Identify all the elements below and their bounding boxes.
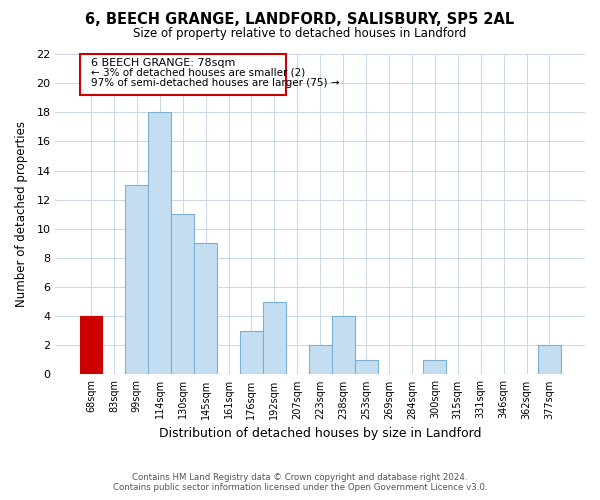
Bar [263,302,286,374]
Bar [148,112,171,374]
Bar [80,316,103,374]
FancyBboxPatch shape [80,54,286,95]
Bar [355,360,377,374]
Text: 6 BEECH GRANGE: 78sqm: 6 BEECH GRANGE: 78sqm [91,58,235,68]
Text: Size of property relative to detached houses in Landford: Size of property relative to detached ho… [133,28,467,40]
Bar [240,330,263,374]
Y-axis label: Number of detached properties: Number of detached properties [15,121,28,307]
Bar [424,360,446,374]
Text: Contains HM Land Registry data © Crown copyright and database right 2024.
Contai: Contains HM Land Registry data © Crown c… [113,473,487,492]
Bar [194,244,217,374]
Text: ← 3% of detached houses are smaller (2): ← 3% of detached houses are smaller (2) [91,67,305,77]
X-axis label: Distribution of detached houses by size in Landford: Distribution of detached houses by size … [159,427,481,440]
Bar [332,316,355,374]
Bar [171,214,194,374]
Text: 6, BEECH GRANGE, LANDFORD, SALISBURY, SP5 2AL: 6, BEECH GRANGE, LANDFORD, SALISBURY, SP… [85,12,515,28]
Bar [125,185,148,374]
Text: 97% of semi-detached houses are larger (75) →: 97% of semi-detached houses are larger (… [91,78,340,88]
Bar [538,346,561,374]
Bar [309,346,332,374]
